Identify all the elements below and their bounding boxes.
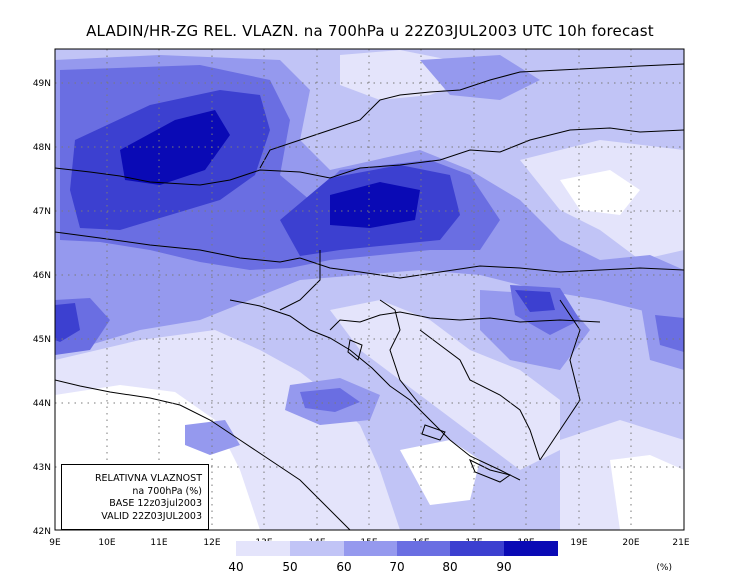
- map-frame: [54, 48, 685, 531]
- info-line-valid: VALID 22Z03JUL2003: [101, 510, 202, 522]
- legend-swatch-60-70: [344, 541, 397, 556]
- legend-label-70: 70: [389, 560, 404, 574]
- lon-label-12e: 12E: [203, 538, 220, 548]
- legend-label-90: 90: [496, 560, 511, 574]
- humidity-field: [55, 49, 684, 530]
- lat-label-44n: 44N: [33, 399, 51, 409]
- legend-swatch-80-90: [450, 541, 504, 556]
- lat-label-42n: 42N: [33, 527, 51, 537]
- lon-label-9e: 9E: [49, 538, 61, 548]
- lat-axis: 49N 48N 47N 46N 45N 44N 43N 42N: [33, 79, 51, 537]
- lat-label-43n: 43N: [33, 463, 51, 473]
- lat-label-45n: 45N: [33, 335, 51, 345]
- info-line-level: na 700hPa (%): [132, 485, 202, 497]
- legend-label-40: 40: [228, 560, 243, 574]
- legend-label-50: 50: [282, 560, 297, 574]
- field-peak: [120, 110, 420, 228]
- legend-unit: (%): [656, 563, 672, 573]
- lat-label-46n: 46N: [33, 271, 51, 281]
- lon-label-20e: 20E: [622, 538, 639, 548]
- lon-label-21e: 21E: [672, 538, 689, 548]
- legend-swatch-90-plus: [504, 541, 558, 556]
- lat-label-49n: 49N: [33, 79, 51, 89]
- borders: [55, 63, 684, 530]
- info-box: RELATIVNA VLAZNOST na 700hPa (%) BASE 12…: [61, 464, 209, 530]
- legend-swatch-40-50: [236, 541, 290, 556]
- legend-swatch-70-80: [397, 541, 450, 556]
- lat-label-48n: 48N: [33, 143, 51, 153]
- legend-label-80: 80: [442, 560, 457, 574]
- legend-swatch-50-60: [290, 541, 344, 556]
- legend-label-60: 60: [336, 560, 351, 574]
- color-bar: 40 50 60 70 80 90 (%): [228, 541, 672, 574]
- map-title: ALADIN/HR-ZG REL. VLAZN. na 700hPa u 22Z…: [86, 22, 654, 40]
- info-line-variable: RELATIVNA VLAZNOST: [94, 473, 202, 484]
- lat-label-47n: 47N: [33, 207, 51, 217]
- lon-label-19e: 19E: [570, 538, 587, 548]
- lon-label-11e: 11E: [150, 538, 167, 548]
- info-line-base: BASE 12z03jul2003: [109, 498, 202, 509]
- lon-label-10e: 10E: [98, 538, 115, 548]
